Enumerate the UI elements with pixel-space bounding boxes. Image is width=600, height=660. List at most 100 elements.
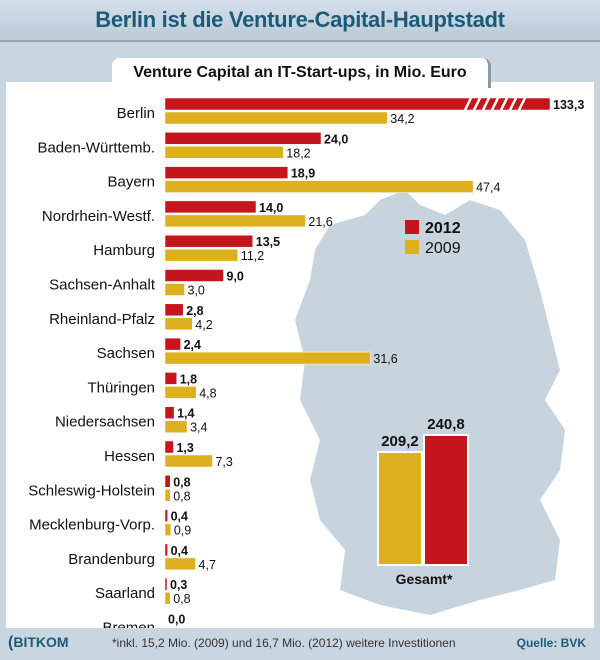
chart-title: Venture Capital an IT-Start-ups, in Mio.… [112,58,491,88]
logo-mark-icon: ( [8,634,14,651]
category-label: Thüringen [87,379,155,396]
bar-2009 [164,283,185,296]
data-label: 24,0 [324,132,348,146]
data-label: 2,8 [186,304,203,318]
germany-map [295,190,565,615]
bar-2009 [164,248,239,262]
bar-2009 [164,111,388,125]
legend-label: 2009 [425,240,461,257]
data-label: 0,0 [168,613,185,627]
bar-2009 [164,557,196,571]
data-label: 4,2 [195,318,212,332]
data-label: 1,4 [177,407,194,421]
data-label: 34,2 [390,112,414,126]
bar-2012 [164,97,551,111]
bar-2012 [164,577,168,591]
bar-2012 [164,337,181,351]
data-label: 0,8 [173,489,190,503]
bar-2012 [164,372,177,385]
total-bar-2012 [423,433,469,566]
bitkom-logo: (BITKOM [8,634,69,651]
footer: (BITKOM *inkl. 15,2 Mio. (2009) und 16,7… [0,628,600,660]
bar-2012 [164,303,184,317]
bar-2009 [164,489,171,502]
category-label: Sachsen [97,345,155,362]
bar-2009 [164,386,197,399]
data-label: 4,7 [199,558,216,572]
axis-break-mark [463,97,473,111]
axis-break-mark [517,97,527,111]
bar-2009 [164,214,306,228]
data-label: 9,0 [227,270,244,284]
headline: Berlin ist die Venture-Capital-Hauptstad… [0,0,600,42]
category-label: Berlin [117,105,155,122]
data-label: 0,9 [174,524,191,538]
bar-2012 [164,543,168,557]
axis-break-mark [481,97,491,111]
data-label: 11,2 [241,249,264,263]
category-label: Baden-Württemb. [37,139,155,156]
data-label: 7,3 [215,455,232,469]
legend-swatch-2009 [405,240,419,254]
axis-break-mark [499,97,509,111]
category-label: Hamburg [93,242,155,259]
bar-2012 [164,200,257,214]
bar-2009 [164,591,171,605]
category-label: Brandenburg [68,551,155,568]
axis-break-mark [490,97,500,111]
data-label: 21,6 [308,215,332,229]
category-label: Rheinland-Pfalz [49,311,155,328]
data-label: 0,8 [173,475,190,489]
category-label: Bayern [107,174,155,191]
data-label: 0,3 [170,578,187,592]
category-label: Sachsen-Anhalt [49,277,156,294]
bar-2009 [164,351,371,365]
data-label: 3,0 [188,284,205,298]
data-label: 4,8 [199,386,216,400]
data-label: 2,4 [184,338,201,352]
data-label: 3,4 [190,421,207,435]
data-label: 31,6 [373,352,397,366]
bar-2012 [164,509,168,522]
bar-2012 [164,166,289,179]
footnote: *inkl. 15,2 Mio. (2009) und 16,7 Mio. (2… [112,636,456,650]
data-label: 1,3 [176,441,193,455]
bar-2012 [164,440,174,454]
total-bar-2009 [377,451,423,567]
bar-2009 [164,454,213,468]
legend-swatch-2012 [405,220,419,234]
total-label: Gesamt* [396,571,453,587]
category-label: Nordrhein-Westf. [42,208,155,225]
bar-2012 [164,475,171,488]
bar-2012 [164,132,322,145]
data-label: 0,4 [171,510,188,524]
source: Quelle: BVK [516,636,586,650]
bar-2009 [164,146,284,159]
bar-2012 [164,406,175,419]
category-label: Schleswig-Holstein [28,482,155,499]
data-label: 133,3 [553,98,584,112]
bar-2012 [164,269,224,282]
total-value: 209,2 [381,433,419,450]
category-label: Niedersachsen [55,414,155,431]
category-label: Hessen [104,448,155,465]
data-label: 18,2 [286,146,310,160]
total-value: 240,8 [427,416,465,433]
data-label: 0,8 [173,592,190,606]
data-label: 47,4 [476,181,500,195]
bar-2012 [164,234,253,248]
category-label: Mecklenburg-Vorp. [29,517,155,534]
data-label: 14,0 [259,201,283,215]
axis-break-mark [472,97,482,111]
legend-label: 2012 [425,220,461,237]
bar-2009 [164,180,474,193]
bar-2009 [164,420,188,433]
data-label: 13,5 [256,235,280,249]
data-label: 18,9 [291,167,315,181]
bar-2009 [164,317,193,331]
category-label: Saarland [95,585,155,602]
bar-2009 [164,523,172,536]
data-label: 1,8 [180,372,197,386]
axis-break-mark [508,97,518,111]
